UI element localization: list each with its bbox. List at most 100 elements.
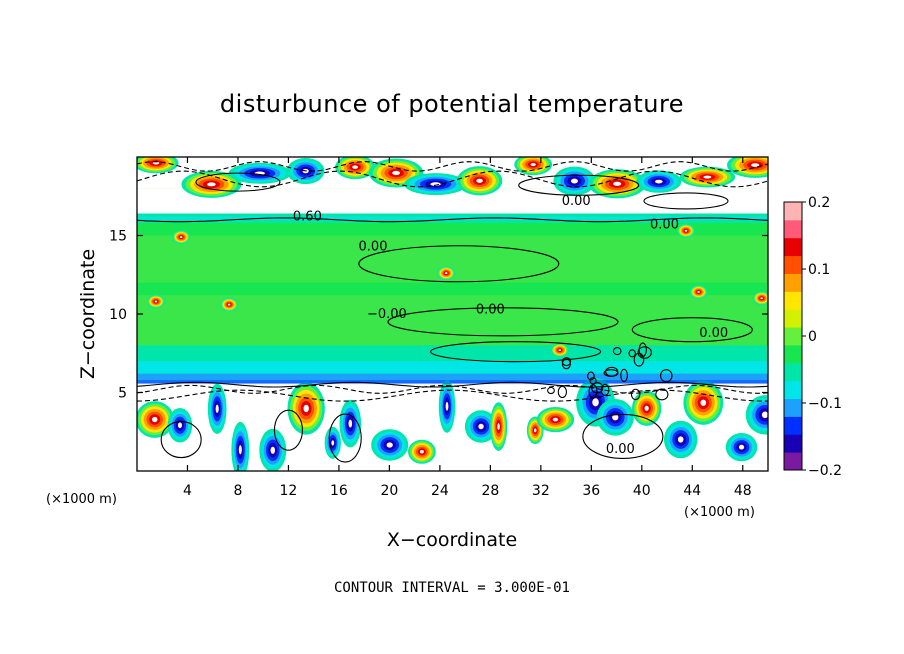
contour-line [587,371,595,381]
contour-line [660,369,673,383]
y-axis-label: Z−coordinate [77,249,99,379]
contour-line [137,170,768,188]
field-band [137,295,768,346]
chart-title: disturbunce of potential temperature [220,90,684,118]
x-tick-label: 44 [683,483,701,499]
field-anomaly [588,169,646,199]
contour-line [628,349,636,358]
field-band [137,157,768,170]
field-anomaly [536,406,575,433]
x-tick-label: 20 [380,483,398,499]
contour-line [600,383,610,396]
colorbar-segment [784,434,802,453]
contour-label: 0.00 [699,326,728,341]
field-anomaly [745,395,768,435]
colorbar-segment [784,219,802,239]
contour-line [137,161,768,172]
contour-line [631,317,753,343]
contour-line [195,172,281,192]
colorbar-segment [784,344,802,364]
contour-line [633,352,645,367]
colorbar-segment [784,309,802,328]
colorbar-segment [784,255,802,274]
x-tick-label: 40 [633,483,651,499]
contour-line [655,388,669,401]
contour-line [518,174,640,196]
contour-line [557,385,568,399]
contour-line [387,307,619,337]
contour-label: 0.00 [359,239,388,254]
field-anomaly [752,291,768,306]
contour-line [620,368,628,383]
colorbar-segment [784,398,802,417]
y-tick-label: 10 [109,307,127,323]
contour-interval-note: CONTOUR INTERVAL = 3.000E-01 [334,580,570,596]
colorbar-segment [784,452,802,471]
field-anomaly [137,401,175,438]
x-tick-label: 12 [280,483,298,499]
field-anomaly [438,379,456,433]
contour-line [612,347,622,356]
colorbar-tick-label: −0.2 [808,463,842,479]
contour-line [273,409,303,451]
field-anomaly [725,432,758,462]
field-band [137,373,768,384]
colorbar-tick-label: 0.2 [808,195,830,211]
field-anomaly [259,428,287,471]
contour-line [137,381,768,388]
colorbar-segment [784,202,802,221]
field-anomaly [231,421,250,471]
field-anomaly [404,173,467,196]
contour-line [328,413,362,463]
heatmap-field: 0.60 0.00 −0.00 0.00 0.00 0.00 0.00 0.00 [137,157,768,471]
field-anomaly [408,439,436,464]
colorbar-segment [784,380,802,400]
field-anomaly [371,429,409,461]
field-anomaly [727,157,768,178]
field-anomaly [456,166,503,196]
field-anomaly [676,223,695,238]
field-band [137,361,768,374]
colorbar-tick-label: 0 [808,329,817,345]
x-tick-label: 32 [532,483,550,499]
contour-line [137,389,768,402]
field-anomaly [489,402,508,451]
colorbar-segment [784,273,802,292]
x-tick-label: 28 [481,483,499,499]
x-axis-unit: (×1000 m) [684,505,755,520]
contour-line [547,386,555,395]
x-tick-label: 4 [183,483,192,499]
contour-line [430,341,602,363]
contour-label: 0.00 [476,302,505,317]
contour-line [643,192,729,210]
colorbar: 0.2 0.1 0 −0.1 −0.2 [783,195,842,479]
colorbar-segment [784,237,802,257]
field-anomaly [220,297,239,312]
contour-line [589,377,597,385]
field-anomaly [683,380,724,425]
field-anomaly [550,343,569,358]
field-anomaly [631,390,662,426]
contour-label: 0.00 [606,442,635,457]
y-axis: 5 10 15 [109,229,768,402]
field-anomaly [689,285,708,300]
contour-line [561,358,571,370]
field-anomaly [167,407,193,443]
x-axis: 4 8 12 16 20 24 28 32 36 40 44 48 [183,157,752,499]
field-band [137,345,768,362]
contour-line [630,388,641,401]
contour-line [603,369,619,377]
contour-line [582,413,664,460]
colorbar-segment [784,291,802,310]
field-anomaly [335,157,376,180]
contour-label: 0.00 [562,194,591,209]
x-tick-label: 8 [233,483,242,499]
field-anomaly [679,166,736,188]
contour-label: −0.00 [367,307,407,322]
field-anomaly [636,170,682,193]
field-anomaly [287,382,325,435]
y-tick-label: 15 [109,229,127,245]
field-anomaly [207,383,227,434]
colorbar-segment [784,327,802,346]
